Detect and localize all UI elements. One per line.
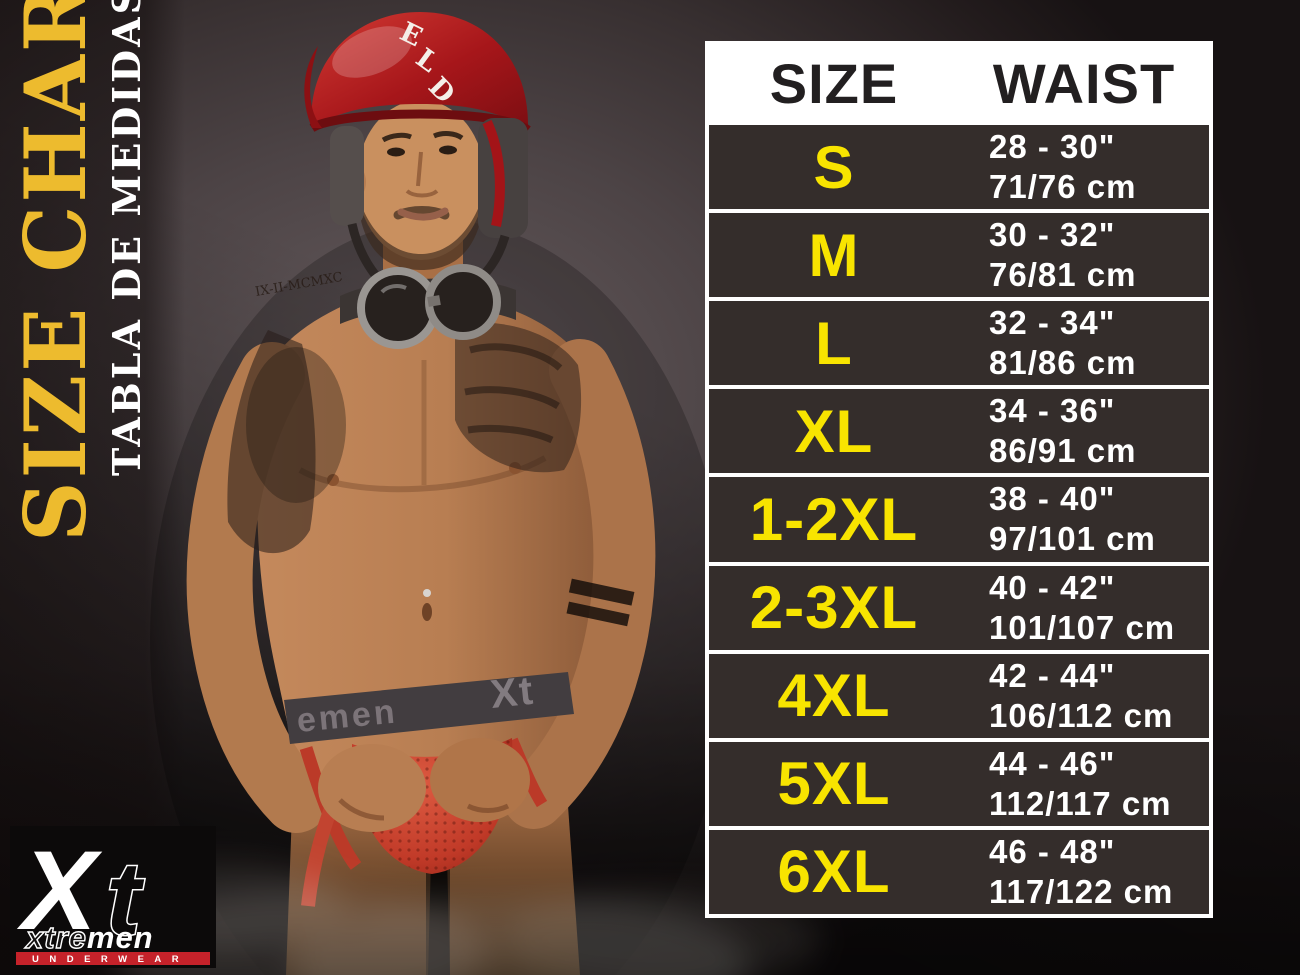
size-cell: 5XL xyxy=(777,750,891,818)
page-title: SIZE CHART xyxy=(6,0,105,542)
nipple xyxy=(327,474,339,486)
table-row: 4XL 42 - 44" 106/112 cm xyxy=(709,653,1209,738)
waist-inches: 28 - 30" xyxy=(989,128,1116,166)
hand-left xyxy=(430,738,530,822)
forearm-bands xyxy=(566,578,635,627)
waist-cm: 86/91 cm xyxy=(989,432,1137,470)
size-cell: XL xyxy=(794,397,874,465)
waist-inches: 30 - 32" xyxy=(989,216,1116,254)
waist-inches: 40 - 42" xyxy=(989,568,1116,606)
logo-monogram-x: X xyxy=(16,828,103,953)
table-row: XL 34 - 36" 86/91 cm xyxy=(709,389,1209,474)
table-row: 2-3XL 40 - 42" 101/107 cm xyxy=(709,565,1209,650)
size-cell: 1-2XL xyxy=(749,485,919,553)
waist-cell: 32 - 34" 81/86 cm xyxy=(959,301,1209,385)
hand-right xyxy=(318,744,426,832)
table-header: SIZE WAIST xyxy=(709,45,1209,121)
size-cell: 2-3XL xyxy=(749,574,919,642)
table-row: 5XL 44 - 46" 112/117 cm xyxy=(709,741,1209,826)
waist-cell: 42 - 44" 106/112 cm xyxy=(959,654,1209,738)
waistband-text: Xt xyxy=(488,669,536,717)
waist-cm: 112/117 cm xyxy=(989,784,1172,822)
waist-cell: 46 - 48" 117/122 cm xyxy=(959,830,1209,914)
ear-flap xyxy=(330,126,364,226)
waist-cm: 117/122 cm xyxy=(989,872,1174,910)
hands xyxy=(318,738,530,832)
navel-piercing xyxy=(423,589,431,597)
waist-cell: 34 - 36" 86/91 cm xyxy=(959,389,1209,473)
goggle-lens-left xyxy=(357,267,439,349)
header-waist-label: WAIST xyxy=(992,51,1176,115)
waistband xyxy=(284,672,574,744)
header-size-label: SIZE xyxy=(769,51,899,115)
waist-cm: 101/107 cm xyxy=(989,608,1176,646)
waist-cell: 38 - 40" 97/101 cm xyxy=(959,477,1209,561)
table-row: S 28 - 30" 71/76 cm xyxy=(709,125,1209,210)
waist-inches: 38 - 40" xyxy=(989,480,1116,518)
logo-tagline: UNDERWEAR xyxy=(32,954,189,965)
waist-inches: 34 - 36" xyxy=(989,392,1116,430)
size-cell: S xyxy=(813,133,855,201)
waist-inches: 42 - 44" xyxy=(989,656,1116,694)
logo-name-outline: xtre xyxy=(24,920,87,955)
size-cell: 6XL xyxy=(777,838,891,906)
waist-cell: 40 - 42" 101/107 cm xyxy=(959,566,1209,650)
waist-inches: 46 - 48" xyxy=(989,832,1116,870)
table-row: 1-2XL 38 - 40" 97/101 cm xyxy=(709,477,1209,562)
table-row: 6XL 46 - 48" 117/122 cm xyxy=(709,829,1209,914)
size-cell: L xyxy=(815,309,853,377)
tattoos: IX-II-MCMXC xyxy=(227,270,635,627)
waist-cm: 81/86 cm xyxy=(989,344,1137,382)
navel xyxy=(422,603,432,621)
left-arm xyxy=(503,339,656,829)
waist-cell: 28 - 30" 71/76 cm xyxy=(959,125,1209,209)
eye xyxy=(439,145,457,155)
waist-cm: 71/76 cm xyxy=(989,168,1137,206)
beard xyxy=(357,190,485,270)
logo-red-bar xyxy=(16,952,210,965)
logo-monogram-t: t xyxy=(106,841,145,957)
waist-cell: 30 - 32" 76/81 cm xyxy=(959,213,1209,297)
table-row: M 30 - 32" 76/81 cm xyxy=(709,213,1209,298)
svg-text:xtremen: xtremen xyxy=(24,920,154,955)
waist-inches: 32 - 34" xyxy=(989,304,1116,342)
waist-inches: 44 - 46" xyxy=(989,744,1116,782)
waist-cm: 97/101 cm xyxy=(989,520,1156,558)
size-cell: M xyxy=(808,221,860,289)
table-row: L 32 - 34" 81/86 cm xyxy=(709,301,1209,386)
size-table: SIZE WAIST S 28 - 30" 71/76 cm M 30 - 32… xyxy=(705,41,1213,918)
goggles xyxy=(340,264,516,349)
size-cell: 4XL xyxy=(777,662,891,730)
waist-cell: 44 - 46" 112/117 cm xyxy=(959,742,1209,826)
logo-name-solid: men xyxy=(87,920,154,955)
waist-cm: 106/112 cm xyxy=(989,696,1174,734)
page-subtitle: TABLA DE MEDIDAS xyxy=(104,0,149,476)
eye xyxy=(387,147,405,157)
logo-background xyxy=(10,826,216,968)
helmet: E L D xyxy=(304,12,531,303)
brand-logo: X t xtremen UNDERWEAR xyxy=(10,826,216,968)
waist-cm: 76/81 cm xyxy=(989,256,1137,294)
